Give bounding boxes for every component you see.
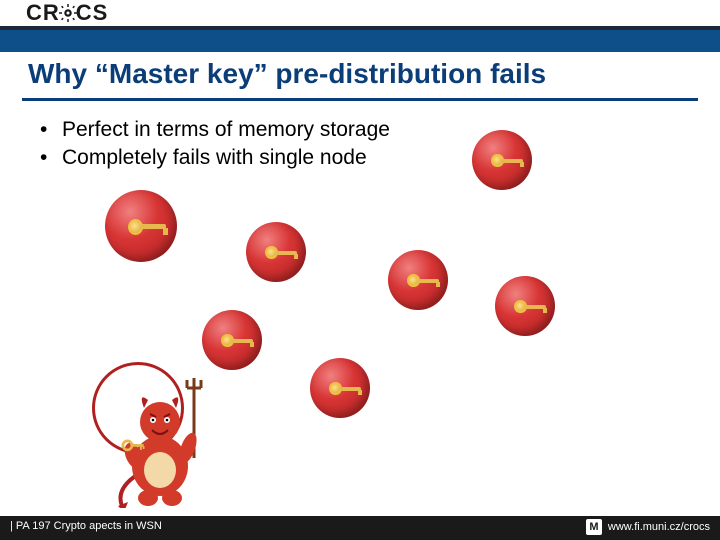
- footer-right: M www.fi.muni.cz/crocs: [586, 519, 710, 535]
- key-icon: [221, 334, 254, 347]
- footer-url: www.fi.muni.cz/crocs: [608, 521, 710, 533]
- sensor-node: [202, 310, 262, 370]
- title-underline: [22, 98, 698, 101]
- key-icon: [265, 246, 298, 259]
- sensor-node: [105, 190, 177, 262]
- slide-title: Why “Master key” pre-distribution fails: [28, 58, 693, 90]
- bullet-item: Completely fails with single node: [40, 144, 390, 172]
- bullet-item: Perfect in terms of memory storage: [40, 116, 390, 144]
- slide: CR CS Why “Master key” pre-distribution f…: [0, 0, 720, 540]
- key-icon: [329, 382, 362, 395]
- gear-icon: [59, 2, 77, 20]
- sensor-node: [246, 222, 306, 282]
- header-band: [0, 26, 720, 54]
- key-icon: [407, 274, 440, 287]
- key-icon: [128, 219, 168, 235]
- logo-text-right: CS: [76, 0, 109, 25]
- muni-logo-icon: M: [586, 519, 602, 535]
- key-icon: [491, 154, 524, 167]
- sensor-node: [388, 250, 448, 310]
- footer-bar: | PA 197 Crypto apects in WSN M www.fi.m…: [0, 516, 720, 540]
- logo-text-left: CR: [26, 0, 60, 25]
- bullet-list: Perfect in terms of memory storage Compl…: [40, 116, 390, 173]
- sensor-node: [310, 358, 370, 418]
- key-icon: [514, 300, 547, 313]
- footer-left-text: | PA 197 Crypto apects in WSN: [10, 520, 162, 532]
- sensor-node: [495, 276, 555, 336]
- header-band-main: [0, 30, 720, 52]
- crocs-logo: CR CS: [26, 0, 108, 26]
- sensor-node: [472, 130, 532, 190]
- attacker-devil-icon: [110, 378, 220, 508]
